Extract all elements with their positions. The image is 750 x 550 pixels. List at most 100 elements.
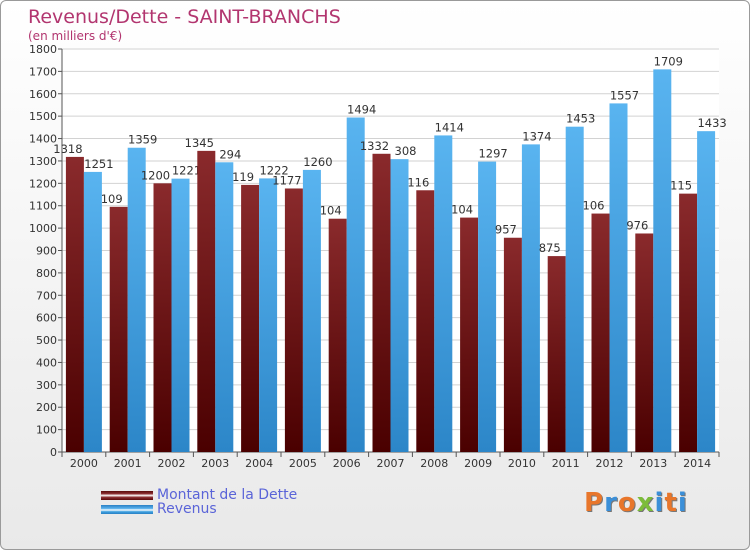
data-label-revenus: 1557 xyxy=(610,88,639,102)
data-label-revenus: 1433 xyxy=(697,116,726,130)
x-tick-label: 2014 xyxy=(683,457,711,470)
y-tick-label: 1100 xyxy=(29,200,57,213)
bar-dette xyxy=(679,193,698,453)
bar-revenus xyxy=(127,147,146,453)
legend-swatch-revenus xyxy=(101,505,153,514)
data-label-dette: 106 xyxy=(583,199,605,213)
y-tick-label: 500 xyxy=(36,334,57,347)
bar-revenus xyxy=(83,171,102,453)
x-tick-label: 2007 xyxy=(377,457,405,470)
bar-revenus xyxy=(390,159,409,453)
bar-dette xyxy=(416,190,435,452)
bar-revenus xyxy=(697,131,716,452)
x-tick-label: 2012 xyxy=(596,457,624,470)
bar-revenus xyxy=(478,161,497,453)
bar-revenus xyxy=(565,126,584,452)
data-label-dette: 1318 xyxy=(53,142,82,156)
y-tick-label: 300 xyxy=(36,379,57,392)
proxiti-logo: Proxiti xyxy=(584,488,688,518)
bar-revenus xyxy=(171,178,190,453)
bar-dette xyxy=(372,153,391,452)
data-label-revenus: 1221 xyxy=(172,164,201,178)
bar-dette xyxy=(503,237,522,452)
logo-letter: x xyxy=(636,488,655,518)
data-label-revenus: 308 xyxy=(395,144,417,158)
logo-letter: t xyxy=(664,488,678,518)
bar-dette xyxy=(635,233,654,452)
x-tick-label: 2005 xyxy=(289,457,317,470)
data-label-dette: 104 xyxy=(451,203,473,217)
data-label-revenus: 1251 xyxy=(84,157,113,171)
bar-revenus xyxy=(346,117,365,452)
bar-dette xyxy=(284,188,303,452)
x-tick-label: 2009 xyxy=(464,457,492,470)
x-tick-label: 2013 xyxy=(639,457,667,470)
bar-revenus xyxy=(215,162,234,452)
bar-revenus xyxy=(521,144,540,453)
bar-dette xyxy=(328,218,347,452)
y-tick-label: 1000 xyxy=(29,222,57,235)
data-label-revenus: 294 xyxy=(219,147,241,161)
data-label-dette: 1332 xyxy=(360,139,389,153)
data-label-dette: 875 xyxy=(539,241,561,255)
y-tick-label: 400 xyxy=(36,356,57,369)
legend-label-revenus: Revenus xyxy=(157,501,217,517)
logo-letter: i xyxy=(677,488,688,518)
bar-dette xyxy=(241,184,260,452)
x-tick-label: 2004 xyxy=(245,457,273,470)
data-label-revenus: 1297 xyxy=(478,147,507,161)
y-tick-label: 200 xyxy=(36,401,57,414)
y-tick-label: 1800 xyxy=(29,43,57,56)
y-tick-label: 600 xyxy=(36,312,57,325)
y-tick-label: 1200 xyxy=(29,177,57,190)
chart-subtitle: (en milliers d'€) xyxy=(28,29,123,43)
data-label-dette: 1177 xyxy=(272,173,301,187)
logo-letter: P xyxy=(584,488,605,518)
bar-dette xyxy=(109,206,128,452)
data-label-dette: 1345 xyxy=(185,136,214,150)
bar-revenus xyxy=(653,69,672,452)
data-label-dette: 119 xyxy=(232,170,254,184)
y-tick-label: 900 xyxy=(36,245,57,258)
legend-label-dette: Montant de la Dette xyxy=(157,487,298,503)
x-tick-label: 2002 xyxy=(158,457,186,470)
chart-title: Revenus/Dette - SAINT-BRANCHS xyxy=(28,6,341,28)
bar-dette xyxy=(591,213,610,452)
y-tick-label: 1700 xyxy=(29,65,57,78)
data-label-dette: 109 xyxy=(101,192,123,206)
logo-letter: r xyxy=(604,488,618,518)
logo-letter: o xyxy=(617,488,637,518)
x-tick-label: 2008 xyxy=(420,457,448,470)
data-label-revenus: 1494 xyxy=(347,103,376,117)
y-tick-label: 1300 xyxy=(29,155,57,168)
bar-dette xyxy=(197,150,216,452)
legend-swatch-dette xyxy=(101,491,153,500)
bar-revenus xyxy=(609,103,628,452)
bar-revenus xyxy=(259,178,278,452)
data-label-revenus: 1260 xyxy=(303,155,332,169)
bar-dette xyxy=(547,256,566,452)
y-tick-label: 1600 xyxy=(29,88,57,101)
y-tick-label: 100 xyxy=(36,424,57,437)
data-label-revenus: 1709 xyxy=(654,54,683,68)
bar-revenus xyxy=(302,169,321,452)
y-tick-label: 700 xyxy=(36,289,57,302)
x-tick-label: 2000 xyxy=(70,457,98,470)
data-label-dette: 115 xyxy=(670,179,692,193)
y-tick-label: 0 xyxy=(50,446,57,459)
y-tick-label: 1500 xyxy=(29,110,57,123)
y-tick-label: 1400 xyxy=(29,133,57,146)
x-tick-label: 2001 xyxy=(114,457,142,470)
logo-letter: i xyxy=(654,488,665,518)
data-label-dette: 976 xyxy=(626,218,648,232)
data-label-dette: 116 xyxy=(407,175,429,189)
data-label-dette: 957 xyxy=(495,223,517,237)
data-label-dette: 1200 xyxy=(141,168,170,182)
x-tick-label: 2011 xyxy=(552,457,580,470)
y-tick-label: 800 xyxy=(36,267,57,280)
data-label-revenus: 1453 xyxy=(566,112,595,126)
bar-dette xyxy=(460,217,479,452)
data-label-revenus: 1222 xyxy=(259,163,288,177)
